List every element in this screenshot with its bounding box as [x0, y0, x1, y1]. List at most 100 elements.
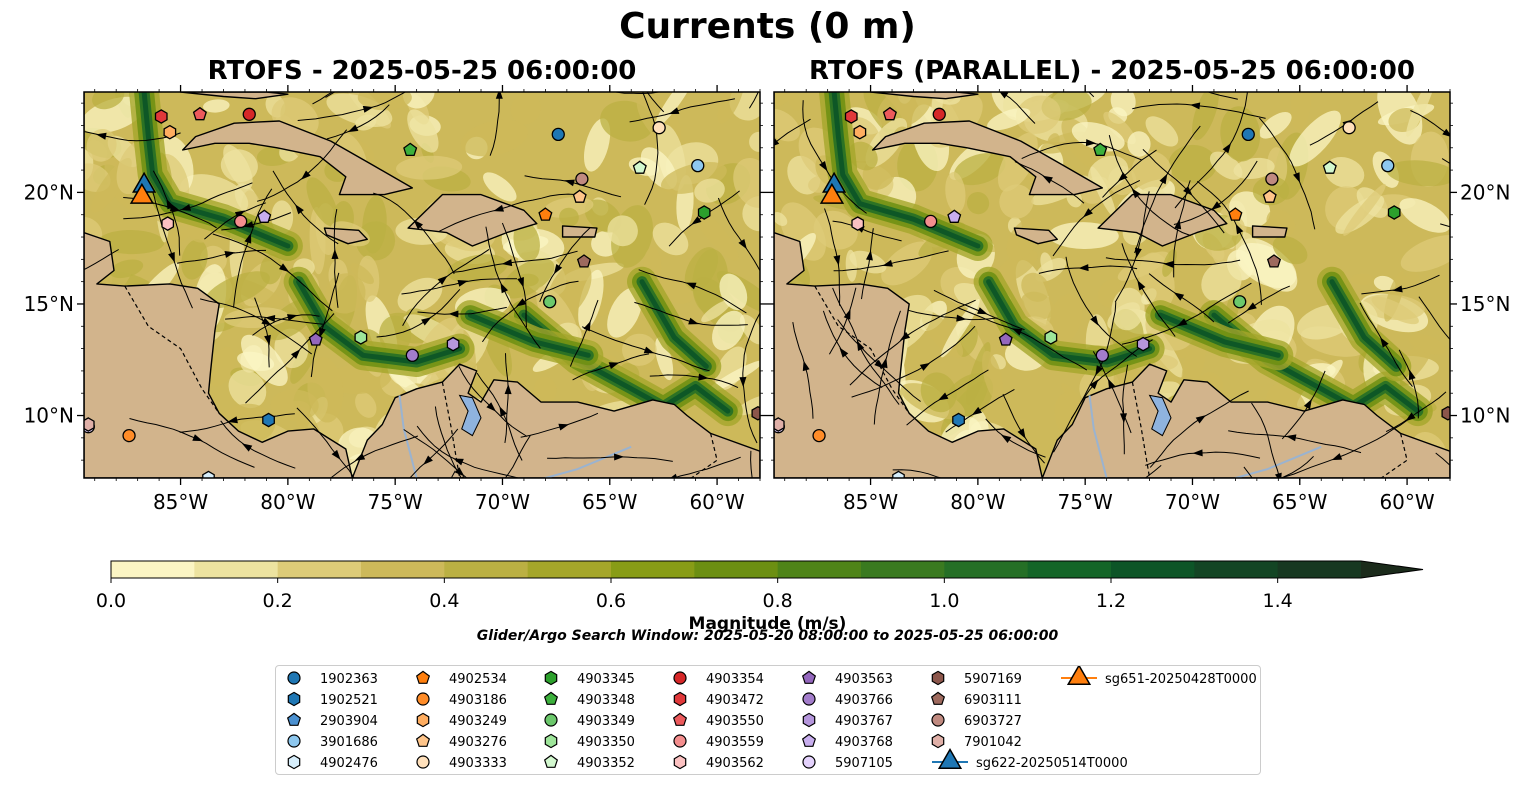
search-window-note: Glider/Argo Search Window: 2025-05-20 08… [476, 628, 1059, 644]
legend-label: 6903111 [964, 693, 1022, 708]
legend-entry: 4903186 [416, 692, 507, 708]
float-marker-4903350 [1044, 330, 1058, 345]
float-marker-4903766 [405, 348, 419, 362]
legend-entry: 1902521 [287, 691, 378, 708]
float-marker-4903345 [1387, 205, 1401, 220]
float-marker-3901686 [691, 158, 705, 173]
legend-entry: 2903904 [286, 712, 378, 729]
x-tick-label: 80°W [950, 490, 1005, 514]
legend-entry: 4903550 [672, 712, 764, 729]
colorbar-segment [777, 561, 862, 578]
legend-entry: 4903249 [416, 712, 507, 729]
legend-marker-3901686 [287, 734, 301, 748]
colorbar: 0.0 0.2 0.4 0.6 0.8 1.0 1.2 1.4 [96, 560, 1424, 612]
legend-entry: sg651-20250428T0000 [1061, 663, 1257, 687]
x-tick-label: 65°W [1272, 490, 1327, 514]
float-marker-4903550 [882, 106, 897, 121]
float-marker-1902521 [952, 412, 965, 428]
legend-entry: 1902363 [287, 671, 378, 687]
legend-marker-5907169 [931, 670, 945, 686]
colorbar-tick-label: 1.2 [1096, 590, 1126, 612]
legend-marker-2903904 [286, 712, 302, 726]
float-marker-6903111 [1266, 254, 1282, 268]
colorbar-segment [444, 561, 529, 578]
y-tick-label: 15°N [1460, 292, 1510, 316]
colorbar-segment [361, 561, 445, 578]
legend-label: 5907169 [964, 672, 1022, 687]
legend-label: 4903333 [449, 756, 507, 771]
float-marker-4903276 [1262, 189, 1277, 203]
legend-label: 3901686 [320, 735, 378, 750]
legend-label: 4903348 [577, 693, 635, 708]
float-marker-4903562 [161, 216, 175, 231]
float-marker-6903111 [576, 254, 592, 268]
float-marker-4903768 [257, 209, 272, 223]
legend-marker-1902363 [287, 671, 301, 685]
legend-label: 4903352 [577, 756, 635, 771]
float-marker-4903563 [308, 332, 323, 346]
lake [458, 394, 482, 437]
colorbar-segment [944, 561, 1029, 578]
colorbar-tick-label: 1.0 [929, 590, 959, 612]
colorbar-tick-label: 0.2 [263, 590, 293, 612]
float-marker-4903352 [1322, 160, 1337, 174]
float-marker-4903249 [163, 124, 177, 140]
legend-label: 7901042 [964, 735, 1022, 750]
colorbar-segment [611, 561, 695, 578]
legend-label: 4903550 [706, 714, 764, 729]
streamlines [774, 92, 1450, 478]
map-frame [773, 91, 1451, 479]
y-tick-label: 20°N [24, 180, 74, 204]
legend-entry: 4903354 [673, 671, 764, 687]
float-markers [84, 106, 760, 478]
colorbar-segment [1027, 561, 1112, 578]
float-marker-4903559 [924, 214, 938, 229]
legend-entry: 6903111 [930, 691, 1022, 708]
x-tick-label: 60°W [689, 490, 744, 514]
legend-marker-4903333 [416, 755, 430, 769]
float-marker-4903767 [446, 336, 460, 352]
legend-marker-4903562 [673, 754, 687, 770]
legend-entry: 4903559 [673, 734, 764, 750]
legend-entry: 4902476 [287, 754, 378, 771]
colorbar-segment [1111, 561, 1195, 578]
float-marker-6903727 [1265, 172, 1279, 186]
float-marker-4902534 [1228, 207, 1243, 221]
legend-marker-4903349 [544, 713, 558, 727]
legend-marker-4903186 [416, 692, 430, 706]
y-tick-label: 15°N [24, 292, 74, 316]
legend-entry: 4903563 [801, 670, 893, 687]
legend: 1902363 1902521 2903904 3901686 4902476 49025… [275, 663, 1261, 775]
colorbar-segment [694, 561, 779, 578]
legend-label: 6903727 [964, 714, 1022, 729]
axis-ticks: 85°W 80°W 75°W 70°W 65°W 60°W 20°N 15°N 10°N [767, 85, 1510, 514]
x-tick-label: 75°W [368, 490, 423, 514]
float-marker-4903562 [851, 216, 865, 231]
glider-marker-sg651-20250428T0000 [819, 182, 845, 204]
legend-label: 4903345 [577, 672, 635, 687]
float-marker-4903354 [242, 107, 256, 121]
float-marker-4903352 [632, 160, 647, 174]
legend-label: 4903354 [706, 672, 764, 687]
float-marker-6903727 [575, 172, 589, 186]
map-title-rtofs-parallel: RTOFS (PARALLEL) - 2025-05-25 06:00:00 [809, 56, 1415, 86]
map-panel-rtofs-parallel: 85°W 80°W 75°W 70°W 65°W 60°W 20°N 15°N 10°N [767, 85, 1510, 514]
colorbar-segment [1194, 561, 1279, 578]
legend-entry: 4903562 [673, 754, 764, 771]
float-marker-4903472 [844, 109, 858, 124]
legend-marker-sg651-20250428T0000 [1066, 663, 1092, 686]
legend-entry: 6903727 [931, 713, 1022, 729]
colorbar-label: Magnitude (m/s) [688, 614, 847, 634]
legend-entry: 5907169 [931, 670, 1022, 687]
colorbar-tick-label: 0.8 [763, 590, 793, 612]
legend-marker-4903249 [416, 712, 430, 728]
map-panel-rtofs: 85°W 80°W 75°W 70°W 65°W 60°W 20°N 15°N 10°N [24, 85, 767, 514]
land [84, 92, 760, 478]
legend-label: 4903249 [449, 714, 507, 729]
legend-marker-4903354 [673, 671, 687, 685]
legend-marker-1902521 [287, 691, 301, 707]
colorbar-tick-label: 1.4 [1263, 590, 1293, 612]
legend-entry: 4903349 [544, 713, 635, 729]
y-tick-label: 10°N [1460, 404, 1510, 428]
legend-entry: sg622-20250514T0000 [932, 747, 1128, 771]
